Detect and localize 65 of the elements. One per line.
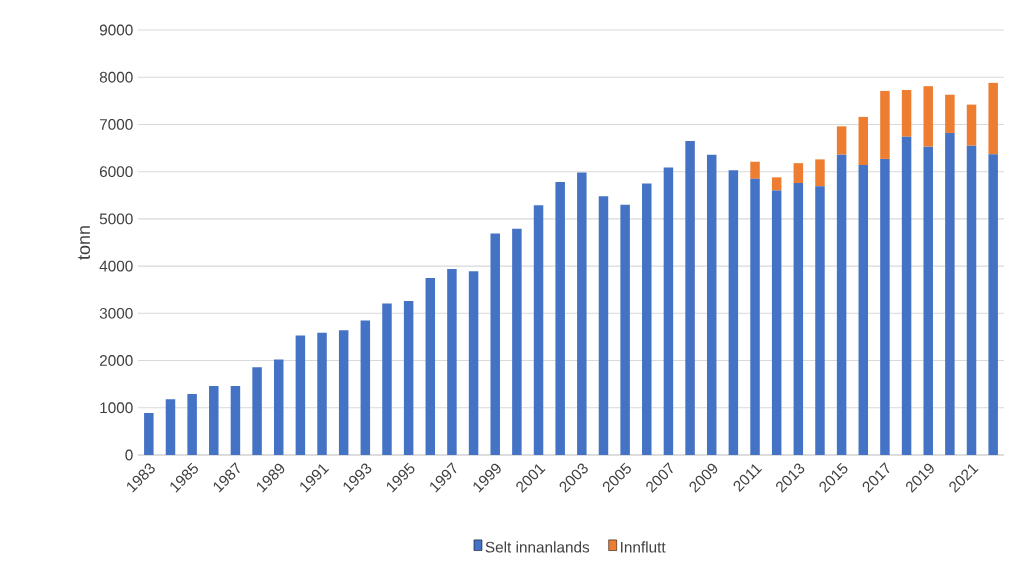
bar bbox=[988, 82, 998, 155]
bar bbox=[317, 332, 327, 455]
bar bbox=[771, 190, 782, 455]
bar bbox=[923, 86, 933, 147]
bar bbox=[945, 94, 955, 133]
bar bbox=[273, 359, 284, 455]
legend-label: Selt innanlands bbox=[485, 541, 590, 553]
bar bbox=[555, 182, 565, 455]
bar bbox=[771, 177, 782, 191]
bar bbox=[360, 320, 371, 455]
y-tick-label: 0 bbox=[125, 449, 133, 461]
bar bbox=[447, 268, 457, 455]
y-tick-label: 2000 bbox=[99, 355, 133, 366]
y-tick-label: 3000 bbox=[99, 307, 133, 319]
y-tick-label: 7000 bbox=[99, 119, 133, 130]
bar bbox=[836, 154, 847, 455]
bar bbox=[966, 104, 977, 146]
y-tick-label: 4000 bbox=[99, 260, 133, 272]
bar bbox=[880, 90, 890, 159]
bar bbox=[793, 163, 804, 183]
bar bbox=[663, 167, 674, 455]
bar bbox=[945, 132, 955, 455]
bar bbox=[382, 303, 392, 455]
bar bbox=[923, 146, 933, 455]
y-tick-label: 9000 bbox=[99, 24, 133, 36]
bar bbox=[577, 172, 587, 455]
bar bbox=[338, 330, 349, 455]
bar bbox=[468, 271, 479, 455]
bar bbox=[642, 183, 652, 455]
bar bbox=[815, 186, 825, 455]
bar bbox=[815, 159, 825, 187]
y-axis-title: tonn bbox=[78, 226, 91, 260]
bar bbox=[836, 126, 847, 155]
bar bbox=[295, 335, 306, 455]
bar bbox=[750, 178, 760, 455]
bar bbox=[880, 158, 890, 455]
bar bbox=[403, 301, 414, 455]
bar bbox=[144, 412, 154, 455]
legend-label: Innflutt bbox=[621, 541, 666, 553]
bar bbox=[793, 183, 804, 455]
bar bbox=[598, 196, 609, 455]
bar bbox=[901, 136, 912, 455]
bar bbox=[252, 367, 262, 455]
bar bbox=[512, 228, 522, 455]
bar bbox=[230, 386, 241, 455]
bar bbox=[750, 161, 760, 179]
bar bbox=[533, 205, 544, 455]
bar bbox=[490, 233, 500, 455]
bar bbox=[858, 165, 869, 455]
bar bbox=[187, 394, 197, 455]
bar bbox=[425, 277, 436, 455]
y-tick-label: 1000 bbox=[100, 402, 133, 414]
bar bbox=[966, 145, 977, 455]
y-tick-label: 6000 bbox=[99, 166, 133, 178]
bar bbox=[209, 386, 219, 455]
y-tick-label: 8000 bbox=[99, 71, 133, 83]
bar bbox=[858, 116, 869, 166]
bar bbox=[728, 170, 739, 455]
bar bbox=[620, 204, 630, 455]
y-tick-label: 5000 bbox=[99, 213, 133, 225]
bar bbox=[165, 399, 176, 455]
bar bbox=[988, 154, 998, 455]
bar bbox=[706, 154, 717, 455]
bar bbox=[901, 89, 912, 137]
bar bbox=[685, 140, 695, 455]
